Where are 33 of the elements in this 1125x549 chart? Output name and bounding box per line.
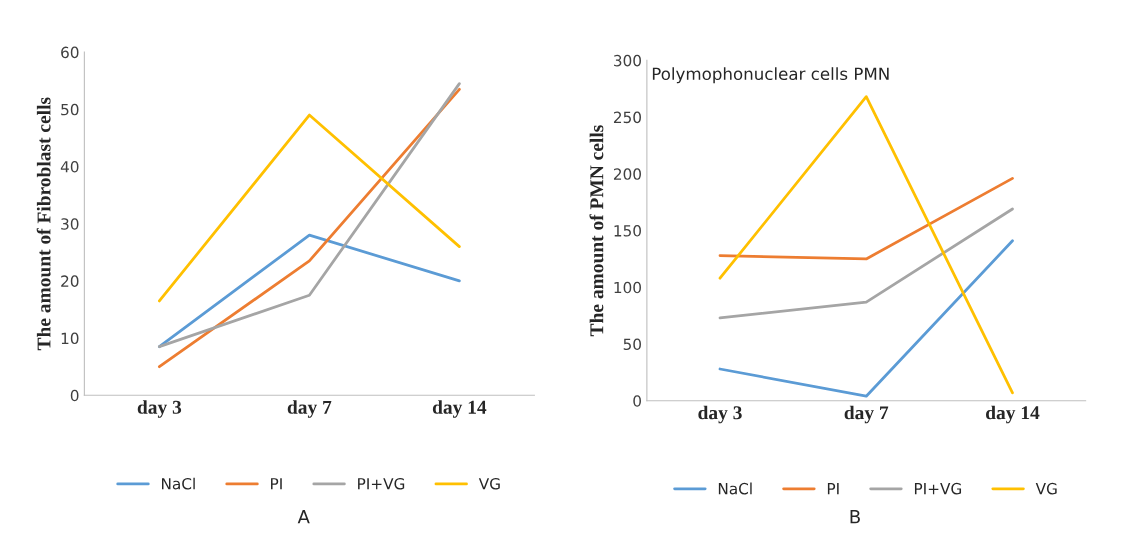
x-tick-label: day 3 xyxy=(698,405,742,424)
y-axis-title: The amount of PMN cells xyxy=(589,125,604,337)
chart-title: Polymophonuclear cells PMN xyxy=(652,67,889,84)
text: A xyxy=(297,510,310,524)
legend-label: NaCl xyxy=(718,482,752,495)
legend-label: VG xyxy=(478,477,500,490)
y-tick-label: 300 xyxy=(614,54,641,67)
x-tick-label: day 7 xyxy=(287,400,332,418)
x-tick-label: day 3 xyxy=(137,400,182,418)
y-tick-label: 50 xyxy=(623,338,641,351)
legend-label: VG xyxy=(1035,482,1057,495)
x-tick-label: day 14 xyxy=(986,405,1040,424)
legend-label: NaCl xyxy=(162,477,195,490)
y-tick-label: 200 xyxy=(613,168,641,180)
text: B xyxy=(850,510,860,524)
y-tick-label: 0 xyxy=(633,395,641,407)
y-tick-label: 20 xyxy=(61,275,79,287)
legend-label: PI+VG xyxy=(358,477,405,490)
y-tick-label: 10 xyxy=(61,332,79,345)
x-tick-label: day 7 xyxy=(844,405,889,424)
x-tick-label: day 14 xyxy=(432,400,487,418)
legend-label: PI xyxy=(271,478,282,490)
y-tick-label: 0 xyxy=(70,389,79,402)
legend-label: PI+VG xyxy=(914,482,962,495)
legend-label: PI xyxy=(827,483,839,495)
y-tick-label: 40 xyxy=(60,161,79,173)
y-tick-label: 50 xyxy=(61,103,79,116)
y-axis-title: The amount of Fibroblast cells xyxy=(36,97,51,351)
y-tick-label: 60 xyxy=(61,46,79,59)
y-tick-label: 100 xyxy=(614,281,641,294)
y-tick-label: 150 xyxy=(614,225,641,237)
y-tick-label: 30 xyxy=(61,218,79,230)
y-tick-label: 250 xyxy=(613,111,641,124)
